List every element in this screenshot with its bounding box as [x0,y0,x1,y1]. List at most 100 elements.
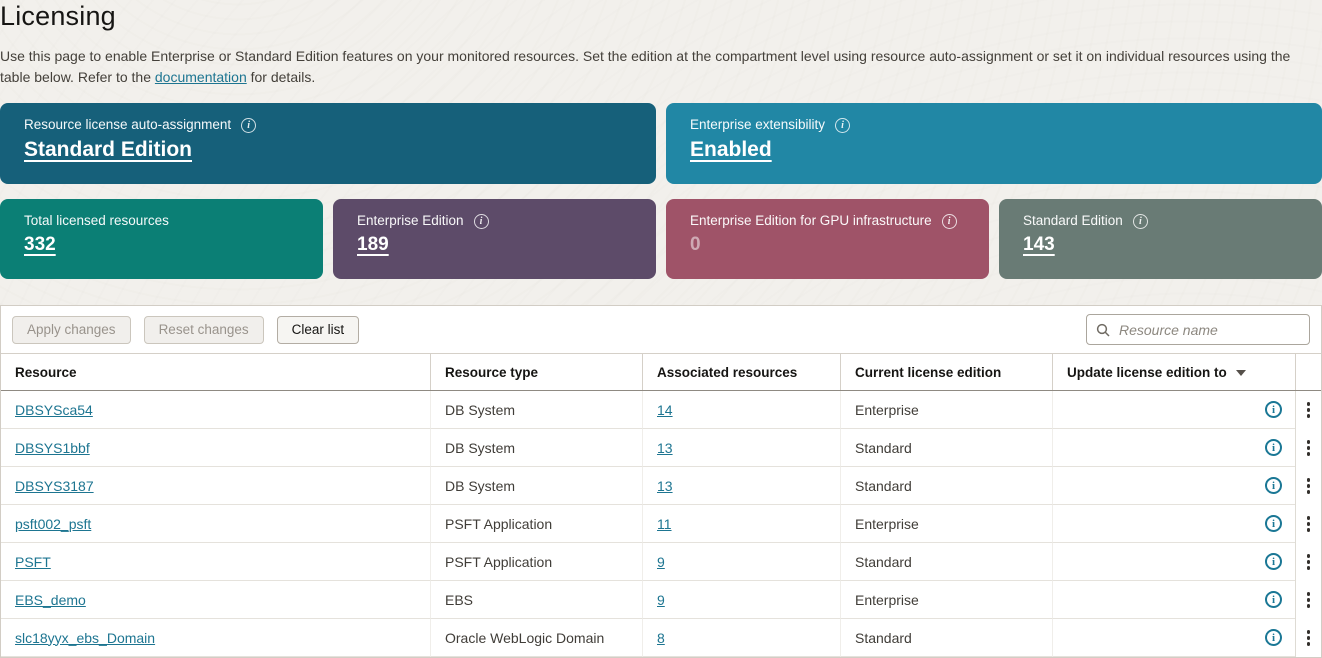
resource-link[interactable]: psft002_psft [15,515,92,532]
enterprise-edition-card: Enterprise Edition i 189 [333,199,656,279]
row-actions-menu-button[interactable] [1295,505,1321,543]
resource-type: Oracle WebLogic Domain [430,619,642,657]
resource-type: PSFT Application [430,505,642,543]
info-icon[interactable]: i [473,213,489,229]
table-row: DBSYS1bbf DB System 13 Standard i [1,429,1321,467]
current-license-edition: Enterprise [840,391,1052,429]
extensibility-card: Enterprise extensibility i Enabled [666,103,1322,184]
enterprise-edition-label: Enterprise Edition [357,213,464,228]
associated-resources-link[interactable]: 9 [657,553,665,570]
info-icon[interactable]: i [1265,553,1282,570]
row-actions-menu-button[interactable] [1295,581,1321,619]
gpu-edition-value: 0 [690,234,701,255]
info-icon[interactable]: i [1265,401,1282,418]
resource-link[interactable]: EBS_demo [15,591,86,608]
resource-link[interactable]: DBSYSca54 [15,401,93,418]
info-icon[interactable]: i [1265,629,1282,646]
resource-type: PSFT Application [430,543,642,581]
table-toolbar: Apply changes Reset changes Clear list [1,306,1321,353]
associated-resources-link[interactable]: 8 [657,629,665,646]
total-licensed-card: Total licensed resources 332 [0,199,323,279]
info-icon[interactable]: i [1265,591,1282,608]
row-actions-menu-button[interactable] [1295,391,1321,429]
page-title: Licensing [0,1,116,31]
resource-link[interactable]: DBSYS3187 [15,477,94,494]
resource-type: DB System [430,391,642,429]
table-row: psft002_psft PSFT Application 11 Enterpr… [1,505,1321,543]
kebab-menu-icon [1306,478,1311,494]
current-license-edition: Enterprise [840,581,1052,619]
resource-link[interactable]: DBSYS1bbf [15,439,90,456]
column-header-update-license[interactable]: Update license edition to [1052,354,1295,390]
auto-assignment-value-link[interactable]: Standard Edition [24,138,192,161]
table-header-row: Resource Resource type Associated resour… [1,353,1321,391]
kebab-menu-icon [1306,630,1311,646]
associated-resources-link[interactable]: 14 [657,401,673,418]
table-row: DBSYSca54 DB System 14 Enterprise i [1,391,1321,429]
table-row: EBS_demo EBS 9 Enterprise i [1,581,1321,619]
current-license-edition: Standard [840,619,1052,657]
associated-resources-link[interactable]: 9 [657,591,665,608]
reset-changes-button[interactable]: Reset changes [143,315,264,344]
kebab-menu-icon [1306,554,1311,570]
current-license-edition: Standard [840,429,1052,467]
table-row: PSFT PSFT Application 9 Standard i [1,543,1321,581]
resource-link[interactable]: PSFT [15,553,51,570]
kebab-menu-icon [1306,440,1311,456]
info-icon[interactable]: i [835,117,851,133]
auto-assignment-card: Resource license auto-assignment i Stand… [0,103,656,184]
enterprise-edition-value-link[interactable]: 189 [357,234,389,255]
table-body: DBSYSca54 DB System 14 Enterprise i DBSY… [1,391,1321,657]
kebab-menu-icon [1306,592,1311,608]
resources-table-panel: Apply changes Reset changes Clear list R… [0,305,1322,658]
kebab-menu-icon [1306,402,1311,418]
column-header-current-license: Current license edition [840,354,1052,390]
associated-resources-link[interactable]: 11 [657,515,672,532]
row-actions-menu-button[interactable] [1295,467,1321,505]
info-icon[interactable]: i [241,117,257,133]
documentation-link[interactable]: documentation [154,69,247,85]
table-row: slc18yyx_ebs_Domain Oracle WebLogic Doma… [1,619,1321,657]
column-header-actions [1295,354,1321,390]
column-header-resource: Resource [15,364,77,380]
info-icon[interactable]: i [941,213,957,229]
standard-edition-label: Standard Edition [1023,213,1123,228]
row-actions-menu-button[interactable] [1295,429,1321,467]
row-actions-menu-button[interactable] [1295,619,1321,657]
auto-assignment-label: Resource license auto-assignment [24,117,232,132]
apply-changes-button[interactable]: Apply changes [12,315,131,344]
clear-list-button[interactable]: Clear list [276,315,360,344]
current-license-edition: Enterprise [840,505,1052,543]
chevron-down-icon [1235,370,1246,376]
description-suffix: for details. [250,69,316,85]
info-icon[interactable]: i [1132,213,1148,229]
total-licensed-value-link[interactable]: 332 [24,234,56,255]
associated-resources-link[interactable]: 13 [657,439,673,456]
resource-type: EBS [430,581,642,619]
standard-edition-value-link[interactable]: 143 [1023,234,1055,255]
info-icon[interactable]: i [1265,477,1282,494]
row-actions-menu-button[interactable] [1295,543,1321,581]
kebab-menu-icon [1306,516,1311,532]
resource-search-box[interactable] [1086,314,1310,345]
column-header-associated-resources: Associated resources [642,354,840,390]
current-license-edition: Standard [840,467,1052,505]
info-icon[interactable]: i [1265,515,1282,532]
gpu-edition-card: Enterprise Edition for GPU infrastructur… [666,199,989,279]
description-text: Use this page to enable Enterprise or St… [0,48,1291,85]
resource-type: DB System [430,429,642,467]
resource-search-input[interactable] [1117,320,1300,339]
associated-resources-link[interactable]: 13 [657,477,673,494]
column-header-resource-type: Resource type [430,354,642,390]
table-row: DBSYS3187 DB System 13 Standard i [1,467,1321,505]
extensibility-value-link[interactable]: Enabled [690,138,772,161]
info-icon[interactable]: i [1265,439,1282,456]
gpu-edition-label: Enterprise Edition for GPU infrastructur… [690,213,932,228]
summary-cards-row: Resource license auto-assignment i Stand… [0,103,1322,184]
current-license-edition: Standard [840,543,1052,581]
resource-type: DB System [430,467,642,505]
page-description: Use this page to enable Enterprise or St… [0,46,1322,88]
resource-link[interactable]: slc18yyx_ebs_Domain [15,629,156,646]
total-licensed-label: Total licensed resources [24,213,169,228]
standard-edition-card: Standard Edition i 143 [999,199,1322,279]
